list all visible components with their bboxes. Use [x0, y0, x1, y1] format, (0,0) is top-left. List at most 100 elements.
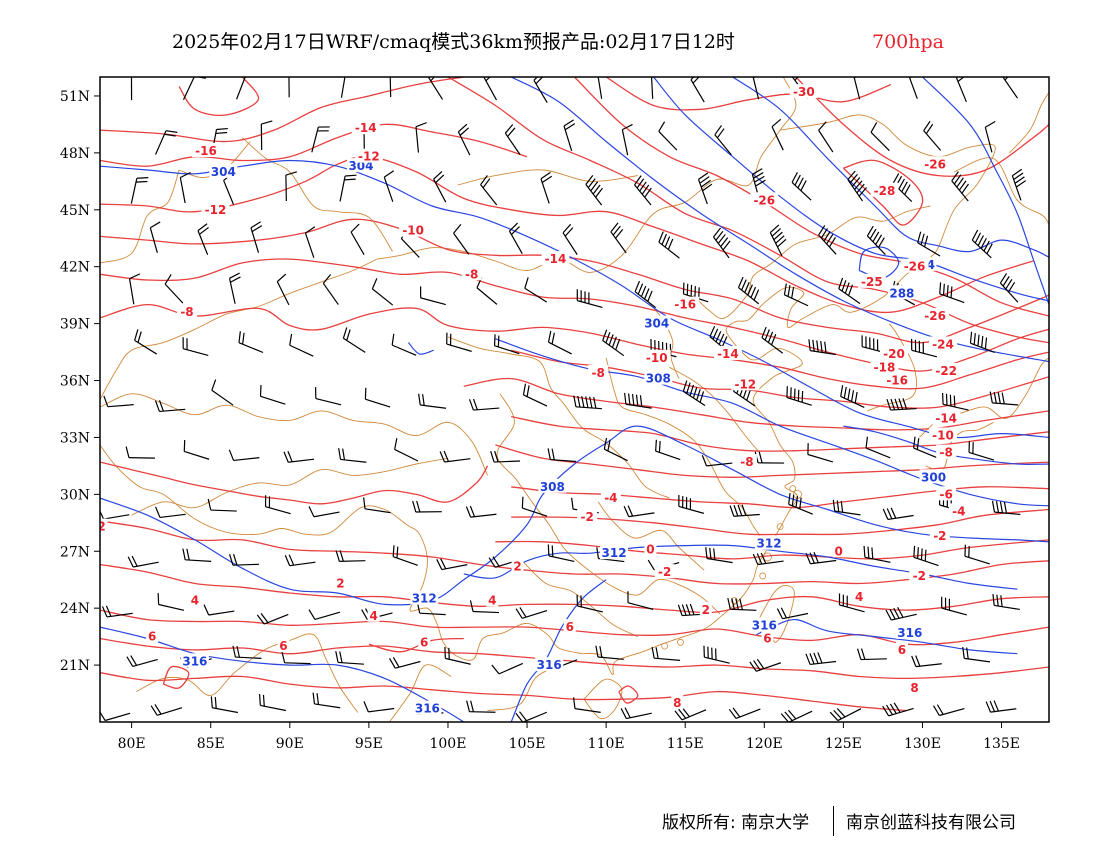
border-line — [583, 678, 623, 720]
wind-barb — [840, 385, 865, 409]
wind-barb — [428, 77, 444, 100]
temperature-contour-label-bg — [932, 410, 961, 425]
temperature-contour-label-bg — [870, 359, 899, 374]
wind-barb — [658, 231, 680, 259]
temperature-contour-label: -6 — [940, 487, 953, 501]
wind-barb — [149, 221, 161, 253]
temperature-contour-label-bg — [736, 454, 757, 469]
temperature-contour-label-bg — [100, 518, 108, 533]
height-contour-label-bg — [600, 545, 629, 560]
wind-barb — [678, 495, 705, 514]
temperature-contour-label-bg — [761, 630, 774, 645]
height-contour-label: 304 — [211, 165, 236, 179]
temperature-contour-label: -26 — [924, 157, 946, 171]
wind-barb — [783, 283, 809, 307]
temperature-contour-label: 6 — [763, 632, 771, 646]
wind-barb — [340, 77, 346, 98]
height-contour-label: 316 — [897, 626, 922, 640]
wind-barb — [650, 77, 654, 99]
wind-barb — [749, 658, 782, 672]
lon-tick-label: 95E — [355, 736, 383, 752]
wind-barb — [917, 231, 941, 257]
temperature-contour-label: -8 — [592, 366, 605, 380]
wind-barb — [232, 645, 262, 659]
wind-barb — [490, 450, 521, 463]
height-contour-label: 308 — [646, 372, 671, 386]
lon-tick-label: 100E — [429, 736, 466, 752]
temperature-isotherm — [511, 508, 1049, 536]
wind-barb — [103, 395, 134, 408]
wind-barb — [229, 553, 259, 566]
wind-barb — [882, 702, 914, 717]
temperature-contour-label: -8 — [940, 446, 953, 460]
wind-barb — [624, 392, 652, 409]
temperature-contour-label-bg — [191, 142, 220, 157]
wind-barb — [155, 506, 186, 519]
wind-barb — [203, 604, 235, 616]
wind-barb — [1002, 77, 1019, 99]
border-line — [136, 633, 359, 713]
coastal-island — [789, 485, 797, 493]
wind-barb — [128, 273, 141, 305]
wind-barb — [322, 274, 339, 305]
border-line — [669, 366, 760, 453]
lon-tick-label: 130E — [904, 736, 941, 752]
height-contour-label-bg — [755, 535, 784, 550]
wind-barb — [984, 121, 996, 153]
temperature-contour-label-bg — [367, 607, 380, 622]
wind-barb — [964, 544, 990, 565]
wind-barb — [838, 593, 865, 613]
wind-barb — [392, 545, 418, 566]
temperature-contour-label: -20 — [883, 347, 905, 361]
temperature-isotherm — [100, 303, 1049, 390]
temperature-contours — [100, 77, 1049, 712]
wind-barb — [682, 380, 706, 407]
temperature-contour-label: -8 — [180, 305, 193, 319]
wind-barb — [314, 387, 342, 406]
wind-barb — [547, 330, 572, 355]
temperature-isotherm — [618, 685, 639, 704]
wind-barb — [182, 337, 209, 356]
temperature-contour-label: -2 — [658, 565, 671, 579]
temperature-contour-label-bg — [909, 567, 930, 582]
temperature-contour-label: 2 — [513, 559, 521, 573]
wind-barb — [533, 77, 548, 103]
temperature-contour-label: 6 — [898, 643, 906, 657]
wind-barb — [818, 225, 837, 255]
wind-barb — [250, 221, 263, 253]
wind-barb — [342, 327, 366, 353]
wind-barb — [480, 175, 498, 206]
lon-tick-label: 105E — [509, 736, 546, 752]
wind-barb — [572, 697, 601, 713]
temperature-isotherm — [495, 539, 1049, 560]
wind-barb — [446, 332, 472, 352]
temperature-isotherm — [368, 637, 464, 653]
temperature-contour-label-bg — [541, 251, 570, 266]
wind-barb — [457, 123, 471, 156]
wind-barb — [727, 598, 757, 611]
height-contour-label-bg — [209, 163, 238, 178]
wind-barb — [453, 224, 470, 255]
wind-barb — [563, 119, 576, 151]
height-contour — [922, 77, 1049, 305]
temperature-contour-label: 4 — [855, 590, 863, 604]
lon-tick-label: 80E — [118, 736, 146, 752]
temperature-isotherm — [100, 563, 1049, 614]
wind-barb — [157, 593, 185, 611]
wind-barb — [285, 171, 298, 202]
wind-barb — [468, 398, 500, 411]
wind-barb — [418, 393, 447, 409]
wind-barb — [955, 77, 967, 103]
temperature-contour-label-bg — [731, 376, 760, 391]
temperature-contour-label-bg — [921, 156, 950, 171]
wind-barb — [335, 651, 365, 665]
temperature-contour-label: -26 — [753, 193, 775, 207]
temperature-contour-label-bg — [929, 336, 958, 351]
border-line — [100, 258, 377, 400]
wind-barb — [350, 223, 365, 255]
border-line — [692, 205, 931, 319]
wind-barb — [155, 130, 178, 155]
wind-barb — [576, 289, 603, 308]
wind-barb — [761, 326, 784, 354]
